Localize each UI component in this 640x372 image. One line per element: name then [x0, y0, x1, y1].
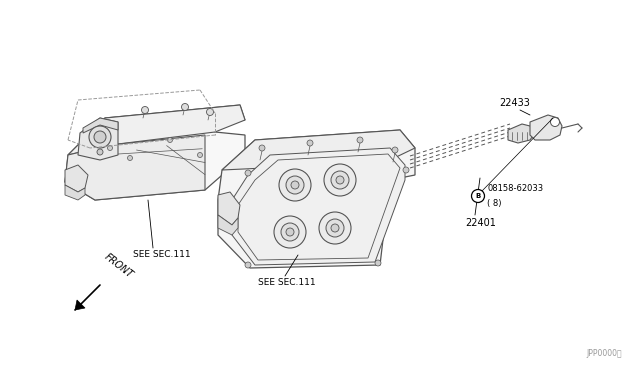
- Circle shape: [472, 189, 484, 202]
- Text: 08158-62033: 08158-62033: [487, 184, 543, 193]
- Polygon shape: [218, 130, 415, 268]
- Text: SEE SEC.111: SEE SEC.111: [133, 250, 191, 259]
- Circle shape: [245, 262, 251, 268]
- Circle shape: [286, 176, 304, 194]
- Circle shape: [336, 176, 344, 184]
- Circle shape: [89, 126, 111, 148]
- Circle shape: [326, 219, 344, 237]
- Circle shape: [207, 109, 214, 115]
- Polygon shape: [222, 130, 415, 170]
- Text: FRONT: FRONT: [103, 251, 135, 280]
- Text: B: B: [476, 193, 481, 199]
- Text: ( 8): ( 8): [487, 199, 502, 208]
- Circle shape: [392, 147, 398, 153]
- Circle shape: [319, 212, 351, 244]
- Circle shape: [198, 153, 202, 157]
- Text: 22433: 22433: [500, 98, 531, 108]
- Circle shape: [375, 260, 381, 266]
- Polygon shape: [75, 300, 85, 310]
- Circle shape: [324, 164, 356, 196]
- Circle shape: [279, 169, 311, 201]
- Circle shape: [259, 145, 265, 151]
- Circle shape: [108, 145, 113, 151]
- Text: JPP0000・: JPP0000・: [586, 349, 622, 358]
- Circle shape: [141, 106, 148, 113]
- Polygon shape: [78, 118, 118, 160]
- Polygon shape: [218, 215, 238, 235]
- Circle shape: [331, 171, 349, 189]
- Text: 22401: 22401: [465, 218, 496, 228]
- Circle shape: [403, 167, 409, 173]
- Circle shape: [550, 118, 559, 126]
- Polygon shape: [65, 165, 88, 192]
- Circle shape: [291, 181, 299, 189]
- Circle shape: [286, 228, 294, 236]
- Circle shape: [357, 137, 363, 143]
- Polygon shape: [65, 105, 245, 200]
- Polygon shape: [65, 135, 205, 200]
- Polygon shape: [83, 118, 118, 133]
- Circle shape: [97, 149, 103, 155]
- Polygon shape: [65, 185, 85, 200]
- Circle shape: [182, 103, 189, 110]
- Circle shape: [245, 170, 251, 176]
- Text: SEE SEC.111: SEE SEC.111: [258, 278, 316, 287]
- Polygon shape: [530, 115, 562, 140]
- Circle shape: [168, 138, 173, 142]
- Circle shape: [307, 140, 313, 146]
- Polygon shape: [68, 105, 245, 155]
- Polygon shape: [218, 192, 240, 225]
- Circle shape: [281, 223, 299, 241]
- Circle shape: [331, 224, 339, 232]
- Circle shape: [127, 155, 132, 160]
- Circle shape: [94, 131, 106, 143]
- Polygon shape: [508, 124, 535, 143]
- Circle shape: [274, 216, 306, 248]
- Polygon shape: [232, 148, 405, 265]
